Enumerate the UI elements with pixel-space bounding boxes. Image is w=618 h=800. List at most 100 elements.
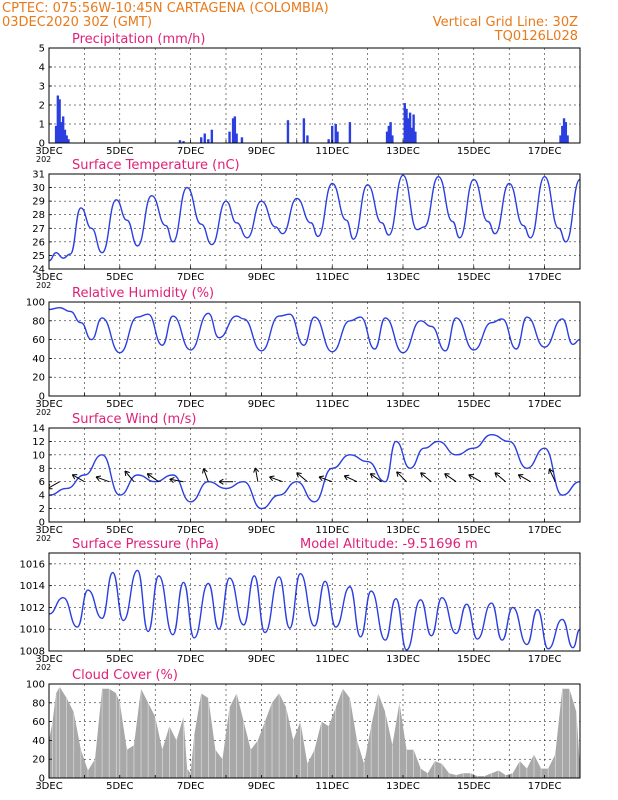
y-tick-label: 0 — [39, 774, 45, 785]
precip-bar — [67, 139, 70, 143]
x-axis-year-cutoff: 202 — [36, 534, 51, 543]
y-tick-label: 30 — [32, 183, 45, 194]
wind-arrow-shaft — [203, 468, 209, 482]
precip-bar — [391, 135, 394, 143]
panel-subtitle: Model Altitude: -9.51696 m — [300, 537, 478, 552]
x-tick-label: 9DEC — [248, 525, 275, 536]
wind-arrow-head — [146, 473, 153, 479]
series-group — [49, 306, 580, 354]
precip-bar — [56, 95, 60, 143]
precip-bar — [334, 124, 337, 143]
wind-arrow-head — [369, 473, 376, 479]
x-tick-label: 5DEC — [106, 146, 133, 157]
precip-bar — [65, 135, 68, 143]
wind-arrow-shaft — [548, 468, 556, 482]
x-tick-label: 7DEC — [177, 525, 204, 536]
x-axis-year-cutoff: 202 — [36, 663, 51, 672]
x-tick-label: 5DEC — [106, 654, 133, 665]
wind-arrow-head — [71, 474, 78, 480]
header-grid-note: Vertical Grid Line: 30Z — [433, 15, 578, 30]
x-tick-label: 11DEC — [315, 272, 349, 283]
precip-bar — [240, 137, 244, 143]
precip-bar — [178, 140, 182, 143]
y-tick-label: 12 — [32, 437, 45, 448]
precip-bar — [302, 118, 306, 143]
panel-frame — [48, 427, 581, 523]
y-tick-label: 5 — [39, 44, 45, 55]
panel-3: 0 2 4 6 8 10 12 14 3DEC 5DEC 7DEC 9DEC 11DEC 13DEC 15D… — [32, 412, 581, 543]
x-tick-label: 15DEC — [457, 781, 491, 792]
y-tick-label: 20 — [32, 755, 45, 766]
wind-arrow-head — [269, 475, 275, 482]
precip-bar — [562, 118, 566, 143]
precip-bar — [559, 135, 562, 143]
wind-arrow-shaft — [146, 473, 160, 483]
wind-arrow-head — [202, 468, 208, 474]
wind-arrow-head — [420, 472, 426, 478]
y-tick-label: 8 — [39, 464, 45, 475]
x-tick-label: 13DEC — [386, 781, 420, 792]
x-tick-label: 11DEC — [315, 781, 349, 792]
y-tick-label: 0 — [39, 139, 45, 150]
y-tick-label: 4 — [39, 63, 45, 74]
wind-arrow-shaft — [396, 471, 407, 483]
y-tick-label: 1010 — [20, 625, 45, 636]
panel-frame — [48, 683, 581, 779]
wind-arrow-shaft — [124, 470, 135, 483]
panel-title: Relative Humidity (%) — [72, 286, 214, 301]
wind-arrow-shaft — [95, 476, 110, 483]
panel-title: Cloud Cover (%) — [72, 668, 178, 683]
precip-bar — [182, 141, 185, 143]
wind-arrow-head — [296, 472, 302, 478]
wind-arrow-head — [548, 468, 554, 475]
y-tick-label: 28 — [32, 210, 45, 221]
panel-frame — [48, 47, 581, 144]
x-tick-label: 9DEC — [248, 399, 275, 410]
x-tick-label: 3DEC — [35, 781, 62, 792]
panel-frame — [48, 173, 581, 270]
wind-arrow-head — [218, 478, 224, 485]
x-axis-year-cutoff: 202 — [36, 155, 51, 164]
x-tick-label: 3DEC — [35, 146, 62, 157]
x-tick-label: 17DEC — [528, 146, 562, 157]
y-tick-label: 0 — [39, 518, 45, 529]
wind-arrow-head — [343, 474, 350, 481]
precip-bar — [210, 129, 214, 143]
precip-bar — [207, 139, 210, 143]
precip-bar — [54, 125, 58, 143]
precip-bar — [331, 125, 334, 143]
series-group — [49, 174, 580, 262]
precip-bar — [233, 116, 237, 143]
y-tick-label: 3 — [39, 82, 45, 93]
series-group — [49, 434, 580, 510]
wind-arrow-head — [124, 470, 130, 477]
wind-arrow-shaft — [444, 473, 457, 483]
wind-arrow-head — [468, 474, 474, 480]
wind-arrow-head — [169, 477, 175, 483]
x-tick-label: 13DEC — [386, 654, 420, 665]
wind-arrow-head — [396, 471, 402, 477]
precip-bar — [200, 137, 203, 143]
wind-arrow-shaft — [370, 473, 383, 483]
x-tick-label: 7DEC — [177, 781, 204, 792]
precip-bar — [58, 99, 61, 143]
precip-bar — [231, 118, 235, 143]
wind-arrow-shaft — [296, 472, 308, 483]
x-tick-label: 17DEC — [528, 654, 562, 665]
y-tick-label: 0 — [39, 392, 45, 403]
panel-frame — [48, 552, 581, 652]
panel-title: Surface Wind (m/s) — [72, 412, 196, 427]
x-tick-label: 15DEC — [457, 654, 491, 665]
wind-arrow-head — [253, 467, 260, 473]
wind-arrow-shaft — [468, 474, 482, 483]
y-tick-label: 100 — [26, 298, 45, 309]
y-tick-label: 29 — [32, 197, 45, 208]
cloud-cover-area — [49, 686, 580, 778]
panel-title: Surface Pressure (hPa) — [72, 537, 219, 552]
precip-bar — [336, 131, 339, 143]
panel-4: 1008 1010 1012 1014 1016 3DEC 5DEC 7DEC 9DEC 11DE… — [20, 537, 581, 672]
x-tick-label: 3DEC — [35, 399, 62, 410]
precip-bar — [407, 118, 410, 143]
wind-arrow-shaft — [318, 476, 333, 483]
